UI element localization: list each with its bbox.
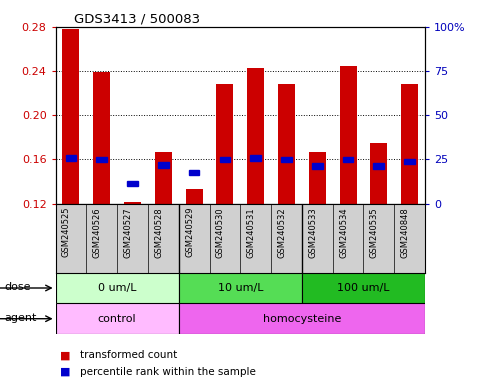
Bar	[158, 162, 169, 168]
Bar	[189, 170, 199, 175]
Bar	[93, 72, 110, 204]
Bar	[278, 84, 295, 204]
Text: 0 um/L: 0 um/L	[98, 283, 136, 293]
Text: transformed count: transformed count	[80, 350, 177, 360]
Bar	[127, 181, 138, 186]
Bar	[124, 202, 141, 204]
Text: GSM240527: GSM240527	[124, 207, 132, 258]
Bar	[373, 163, 384, 169]
Bar	[312, 163, 323, 169]
Text: GSM240532: GSM240532	[277, 207, 286, 258]
Text: 10 um/L: 10 um/L	[217, 283, 263, 293]
FancyBboxPatch shape	[179, 273, 302, 303]
Bar	[250, 156, 261, 161]
Bar	[247, 68, 264, 204]
Text: ■: ■	[60, 350, 71, 360]
Bar	[309, 152, 326, 204]
Bar	[281, 157, 292, 162]
Text: GSM240528: GSM240528	[154, 207, 163, 258]
Text: dose: dose	[5, 282, 31, 292]
Text: GSM240535: GSM240535	[370, 207, 379, 258]
Text: GSM240525: GSM240525	[62, 207, 71, 258]
FancyBboxPatch shape	[179, 303, 425, 334]
Bar	[185, 189, 202, 204]
Bar	[370, 143, 387, 204]
Text: GSM240848: GSM240848	[400, 207, 410, 258]
Bar	[401, 84, 418, 204]
Bar	[216, 84, 233, 204]
Text: GSM240533: GSM240533	[308, 207, 317, 258]
Text: GSM240531: GSM240531	[247, 207, 256, 258]
Bar	[342, 157, 354, 162]
Bar	[155, 152, 172, 204]
Text: GSM240529: GSM240529	[185, 207, 194, 258]
Text: GSM240526: GSM240526	[93, 207, 102, 258]
FancyBboxPatch shape	[302, 273, 425, 303]
Bar	[66, 156, 76, 161]
Text: agent: agent	[5, 313, 37, 323]
Text: GSM240530: GSM240530	[216, 207, 225, 258]
Text: ■: ■	[60, 367, 71, 377]
Text: GSM240534: GSM240534	[339, 207, 348, 258]
Bar	[404, 159, 415, 164]
Text: GDS3413 / 500083: GDS3413 / 500083	[74, 13, 200, 26]
Bar	[96, 157, 107, 162]
Text: homocysteine: homocysteine	[263, 314, 341, 324]
Text: control: control	[98, 314, 136, 324]
Bar	[219, 157, 230, 162]
Bar	[62, 29, 79, 204]
FancyBboxPatch shape	[56, 273, 179, 303]
Text: percentile rank within the sample: percentile rank within the sample	[80, 367, 256, 377]
FancyBboxPatch shape	[56, 303, 179, 334]
Text: 100 um/L: 100 um/L	[337, 283, 390, 293]
Bar	[340, 66, 356, 204]
